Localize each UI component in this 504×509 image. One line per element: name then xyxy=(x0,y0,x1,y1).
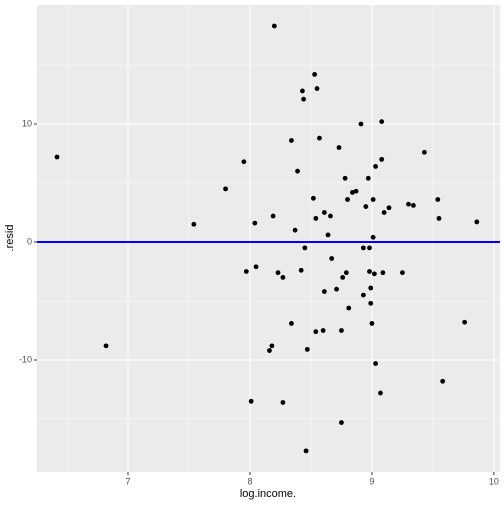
panel-background xyxy=(37,5,500,472)
point xyxy=(379,119,385,125)
point xyxy=(295,168,300,174)
point xyxy=(400,270,405,276)
point xyxy=(436,215,442,221)
point xyxy=(301,96,307,102)
point xyxy=(317,135,322,141)
point xyxy=(253,264,259,270)
point xyxy=(303,448,309,454)
point xyxy=(381,210,387,215)
point xyxy=(378,390,383,396)
point xyxy=(367,269,372,274)
point xyxy=(243,269,249,274)
point xyxy=(368,300,374,306)
point xyxy=(191,221,197,227)
point xyxy=(329,256,335,261)
point xyxy=(325,232,331,238)
point xyxy=(339,328,344,333)
point xyxy=(223,186,228,192)
point xyxy=(313,215,319,221)
point xyxy=(363,204,369,209)
point xyxy=(360,245,366,251)
point xyxy=(252,220,258,226)
point xyxy=(342,175,348,181)
point xyxy=(360,292,366,298)
point xyxy=(310,195,316,201)
point xyxy=(269,343,275,349)
point xyxy=(334,286,339,292)
point xyxy=(270,213,276,219)
point xyxy=(300,88,305,94)
point xyxy=(370,234,376,240)
x-tick-label: 8 xyxy=(247,476,252,486)
point xyxy=(350,190,355,195)
point xyxy=(421,149,427,155)
point xyxy=(313,329,319,335)
point xyxy=(411,202,416,208)
point xyxy=(298,267,304,273)
point xyxy=(346,305,352,311)
point xyxy=(289,138,294,143)
x-tick-label: 7 xyxy=(125,476,130,486)
point xyxy=(358,121,364,127)
point xyxy=(248,398,254,404)
point xyxy=(267,348,272,353)
y-tick-label: 0 xyxy=(27,236,32,246)
point xyxy=(54,154,60,160)
point xyxy=(328,213,333,219)
point xyxy=(369,321,375,326)
y-axis-title: .resid xyxy=(4,225,16,252)
point xyxy=(462,319,468,325)
point xyxy=(367,245,372,251)
x-tick-label: 10 xyxy=(489,476,499,486)
point xyxy=(340,274,346,280)
point xyxy=(304,346,310,352)
point xyxy=(406,201,411,207)
point xyxy=(370,197,376,202)
point xyxy=(373,361,378,366)
point xyxy=(314,86,320,91)
point xyxy=(271,23,277,29)
point xyxy=(345,197,350,202)
point xyxy=(275,270,281,276)
point xyxy=(321,210,327,215)
y-tick-label: 10 xyxy=(22,118,32,128)
point xyxy=(474,219,480,225)
point xyxy=(241,159,247,165)
point xyxy=(440,378,446,384)
point xyxy=(339,420,344,425)
point xyxy=(365,175,371,181)
point xyxy=(373,164,378,169)
y-tick-label: -10 xyxy=(19,354,32,364)
x-axis-title: log.income. xyxy=(240,488,296,500)
point xyxy=(380,270,386,276)
point xyxy=(280,400,286,405)
point xyxy=(343,270,349,276)
point xyxy=(353,188,359,194)
point xyxy=(379,156,385,162)
point xyxy=(292,227,298,233)
point xyxy=(302,245,308,251)
x-tick-label: 9 xyxy=(369,476,374,486)
point xyxy=(386,205,392,211)
point xyxy=(312,71,318,77)
point xyxy=(435,197,441,202)
point xyxy=(336,145,342,150)
point xyxy=(280,274,286,280)
point xyxy=(371,271,377,277)
point xyxy=(103,343,109,349)
point xyxy=(321,289,327,294)
point xyxy=(289,321,294,326)
point xyxy=(320,328,326,333)
point xyxy=(368,285,374,291)
